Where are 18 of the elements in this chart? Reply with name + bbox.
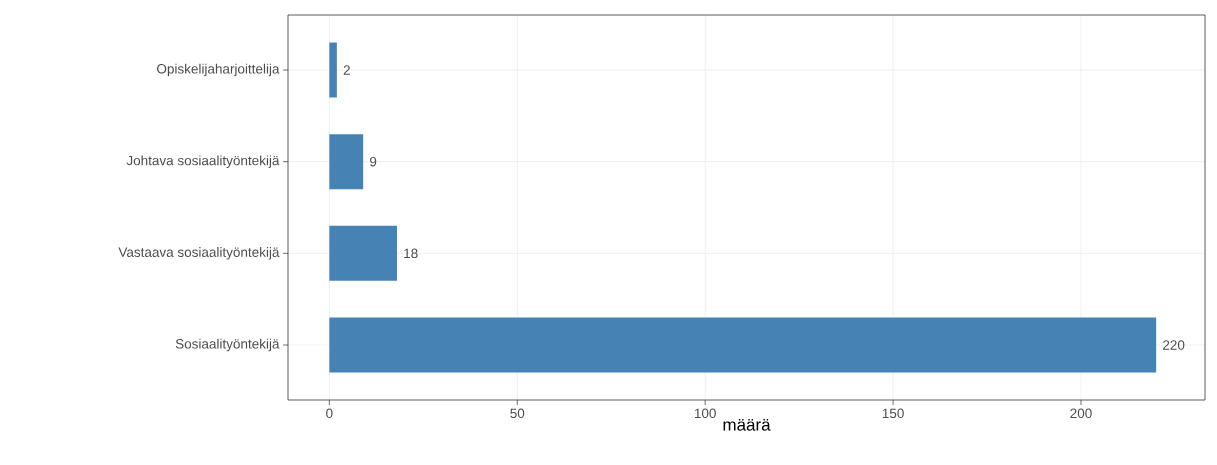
bar	[329, 134, 364, 190]
data-label: 18	[404, 248, 418, 259]
bar	[329, 225, 397, 281]
bar	[329, 317, 1157, 373]
y-tick-label: Johtava sosiaalityöntekijä	[126, 155, 280, 168]
x-tick-label: 50	[510, 408, 525, 419]
y-tick-label: Vastaava sosiaalityöntekijä	[118, 247, 280, 260]
x-tick-label: 200	[1070, 408, 1092, 419]
data-label: 220	[1163, 340, 1185, 350]
y-tick-label: Opiskelijaharjoittelija	[157, 63, 280, 77]
x-tick-label: 150	[882, 408, 904, 419]
x-tick-label: 100	[694, 408, 716, 419]
x-axis-title: määrä	[723, 418, 771, 431]
x-tick-label: 0	[326, 408, 333, 419]
bar	[329, 42, 337, 98]
data-label: 2	[343, 65, 350, 75]
data-label: 9	[370, 156, 377, 167]
y-tick-label: Sosiaalityöntekijä	[175, 338, 280, 352]
